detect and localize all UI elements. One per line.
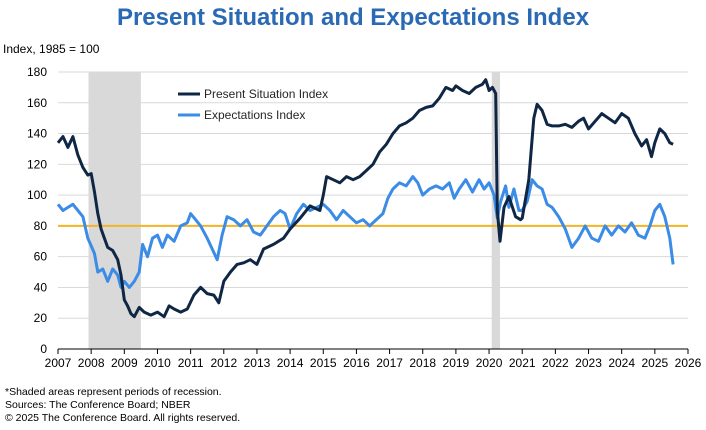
x-tick-label-2014: 2014 bbox=[277, 356, 304, 370]
footnote-sources: Sources: The Conference Board; NBER bbox=[5, 399, 191, 411]
x-tick-label-2008: 2008 bbox=[78, 356, 105, 370]
y-tick-label-180: 180 bbox=[27, 65, 47, 79]
footnote-recession: *Shaded areas represent periods of reces… bbox=[5, 386, 222, 398]
x-tick-label-2024: 2024 bbox=[608, 356, 635, 370]
x-tick-label-2023: 2023 bbox=[575, 356, 602, 370]
y-tick-label-140: 140 bbox=[27, 127, 47, 141]
x-tick-label-2012: 2012 bbox=[210, 356, 237, 370]
y-tick-label-120: 120 bbox=[27, 157, 47, 171]
y-tick-label-0: 0 bbox=[40, 342, 47, 356]
x-tick-label-2021: 2021 bbox=[509, 356, 536, 370]
y-tick-label-20: 20 bbox=[34, 311, 48, 325]
x-tick-label-2015: 2015 bbox=[310, 356, 337, 370]
y-axis-unit-label: Index, 1985 = 100 bbox=[3, 42, 100, 56]
legend-label-expectations: Expectations Index bbox=[204, 108, 305, 122]
y-tick-label-60: 60 bbox=[34, 250, 48, 264]
y-tick-label-80: 80 bbox=[34, 219, 48, 233]
x-tick-label-2009: 2009 bbox=[111, 356, 138, 370]
x-tick-label-2022: 2022 bbox=[542, 356, 569, 370]
x-tick-label-2025: 2025 bbox=[641, 356, 668, 370]
x-tick-label-2013: 2013 bbox=[244, 356, 271, 370]
x-tick-label-2016: 2016 bbox=[343, 356, 370, 370]
x-tick-label-2007: 2007 bbox=[45, 356, 72, 370]
series-line-present-situation bbox=[56, 78, 674, 319]
series-line-expectations bbox=[56, 175, 675, 289]
y-tick-label-100: 100 bbox=[27, 188, 47, 202]
gridlines bbox=[58, 71, 688, 319]
x-tick-label-2018: 2018 bbox=[409, 356, 436, 370]
x-tick-label-2010: 2010 bbox=[144, 356, 171, 370]
y-tick-label-160: 160 bbox=[27, 96, 47, 110]
axes: 2007 2008 2009 2010 2011 2012 2013 2014 2015 2016… bbox=[27, 65, 702, 370]
x-tick-label-2020: 2020 bbox=[476, 356, 503, 370]
legend-label-present: Present Situation Index bbox=[204, 87, 328, 101]
y-tick-label-40: 40 bbox=[34, 280, 48, 294]
footnote-copyright: © 2025 The Conference Board. All rights … bbox=[5, 412, 241, 424]
series-layer bbox=[56, 78, 675, 319]
x-tick-label-2026: 2026 bbox=[675, 356, 702, 370]
x-tick-label-2017: 2017 bbox=[376, 356, 403, 370]
x-tick-label-2011: 2011 bbox=[178, 356, 204, 370]
x-tick-label-2019: 2019 bbox=[443, 356, 470, 370]
chart-title: Present Situation and Expectations Index bbox=[116, 4, 590, 31]
footnotes: *Shaded areas represent periods of reces… bbox=[5, 386, 240, 425]
legend[interactable]: Present Situation Index Expectations Ind… bbox=[178, 87, 328, 122]
